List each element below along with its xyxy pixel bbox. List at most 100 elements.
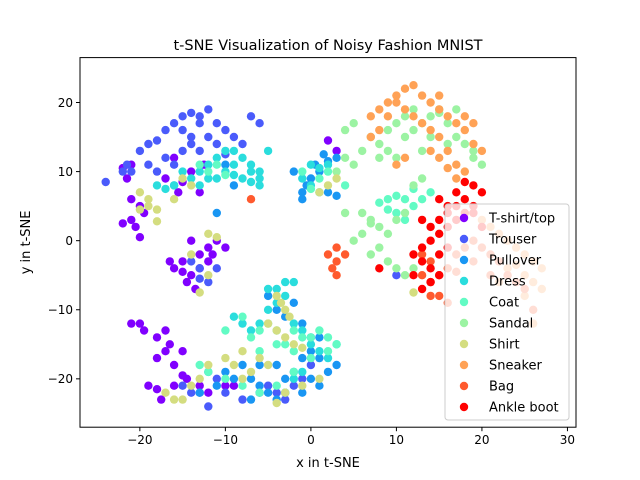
scatter-point — [221, 374, 230, 383]
scatter-point — [221, 388, 230, 397]
scatter-point — [323, 367, 333, 377]
scatter-point — [298, 333, 307, 342]
x-tick-label: 0 — [307, 433, 315, 447]
scatter-point — [195, 188, 204, 197]
scatter-point — [460, 112, 469, 121]
scatter-point — [460, 167, 469, 176]
scatter-point — [426, 291, 435, 301]
scatter-point — [195, 274, 204, 283]
scatter-point — [144, 201, 153, 211]
legend-label: Pullover — [489, 254, 542, 269]
scatter-point — [298, 326, 307, 335]
scatter-point — [298, 343, 307, 352]
scatter-point — [392, 264, 401, 273]
x-tick-label: −20 — [127, 433, 152, 447]
scatter-point — [187, 236, 196, 245]
legend-marker — [459, 213, 469, 223]
scatter-point — [246, 160, 256, 169]
scatter-point — [255, 388, 264, 397]
scatter-point — [281, 340, 290, 349]
scatter-point — [272, 305, 281, 314]
scatter-point — [165, 257, 174, 266]
scatter-point — [323, 333, 333, 342]
scatter-point — [169, 381, 179, 390]
scatter-point — [417, 257, 427, 266]
scatter-point — [289, 167, 298, 176]
scatter-point — [460, 177, 469, 187]
scatter-point — [435, 132, 444, 142]
scatter-point — [195, 160, 204, 169]
scatter-point — [289, 340, 298, 349]
scatter-point — [340, 208, 350, 218]
scatter-point — [263, 291, 273, 301]
scatter-point — [332, 340, 341, 349]
scatter-point — [195, 181, 204, 190]
scatter-point — [161, 347, 170, 356]
y-tick-label: −20 — [48, 372, 73, 386]
scatter-point — [195, 112, 204, 121]
scatter-point — [289, 367, 298, 377]
scatter-point — [161, 388, 170, 397]
scatter-point — [452, 132, 461, 142]
scatter-point — [375, 264, 384, 273]
scatter-point — [161, 125, 170, 135]
scatter-point — [229, 381, 239, 390]
scatter-point — [452, 105, 461, 114]
y-tick-label: −10 — [48, 303, 73, 317]
scatter-point — [255, 319, 264, 328]
scatter-point — [409, 201, 418, 211]
scatter-point — [187, 132, 196, 142]
scatter-point — [122, 174, 132, 183]
scatter-point — [212, 233, 221, 242]
scatter-point — [332, 153, 341, 162]
scatter-point — [315, 353, 324, 363]
scatter-point — [272, 388, 281, 397]
scatter-point — [298, 367, 307, 377]
scatter-point — [152, 333, 162, 342]
scatter-point — [221, 160, 230, 169]
scatter-point — [144, 139, 153, 149]
scatter-point — [178, 347, 187, 356]
scatter-point — [375, 105, 384, 114]
scatter-point — [409, 271, 418, 280]
scatter-point — [238, 395, 247, 404]
scatter-point — [417, 250, 427, 259]
scatter-point — [127, 319, 136, 328]
scatter-point — [400, 132, 410, 142]
scatter-point — [101, 177, 110, 187]
scatter-point — [161, 153, 170, 162]
scatter-point — [169, 153, 179, 162]
scatter-point — [306, 353, 316, 363]
scatter-point — [187, 381, 196, 390]
scatter-point — [306, 347, 316, 356]
scatter-point — [443, 163, 452, 173]
scatter-point — [169, 360, 179, 370]
scatter-point — [400, 84, 410, 93]
scatter-point — [238, 360, 247, 370]
scatter-point — [263, 388, 273, 397]
scatter-point — [460, 139, 469, 149]
scatter-point — [169, 160, 179, 169]
scatter-point — [174, 188, 183, 197]
scatter-point — [122, 160, 132, 169]
legend-label: Shirt — [489, 338, 520, 353]
scatter-point — [349, 119, 358, 128]
scatter-point — [135, 233, 145, 242]
scatter-point — [306, 174, 316, 183]
scatter-point — [469, 139, 478, 149]
scatter-point — [315, 174, 324, 183]
scatter-point — [400, 271, 410, 280]
scatter-point — [435, 91, 444, 100]
scatter-point — [435, 291, 444, 301]
scatter-point — [400, 215, 410, 225]
scatter-point — [263, 305, 273, 314]
scatter-point — [426, 125, 435, 135]
scatter-point — [263, 319, 273, 328]
scatter-point — [246, 367, 256, 377]
scatter-point — [417, 174, 427, 183]
scatter-point — [392, 153, 401, 162]
scatter-point — [426, 277, 435, 287]
scatter-point — [417, 195, 427, 204]
scatter-point — [400, 112, 410, 121]
scatter-point — [426, 98, 435, 107]
